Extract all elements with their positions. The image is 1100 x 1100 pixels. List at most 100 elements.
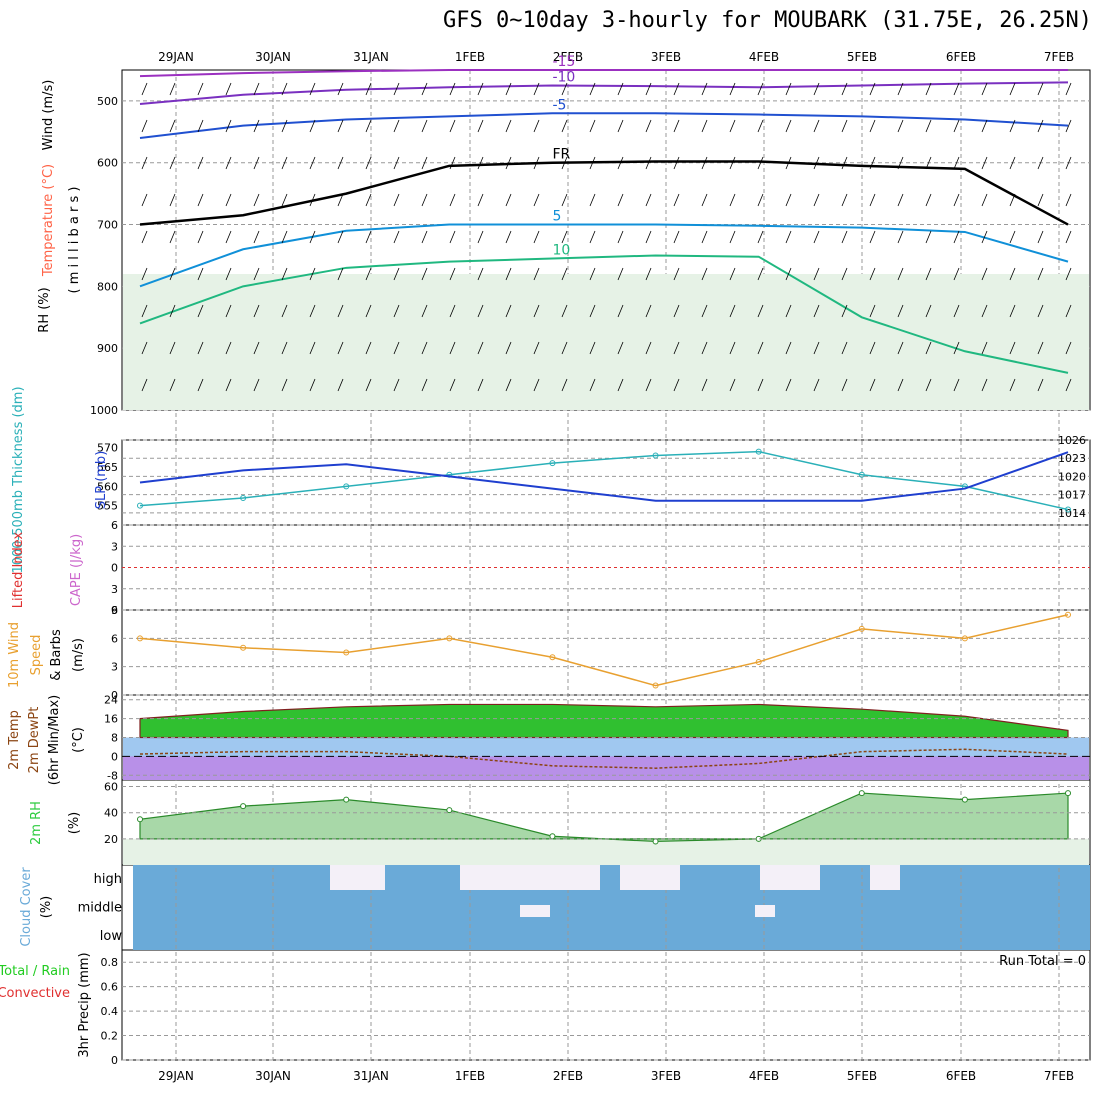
- chart-title: GFS 0~10day 3-hourly for MOUBARK (31.75E…: [442, 8, 1092, 33]
- cloud-block: [760, 865, 820, 890]
- date-label-bottom: 5FEB: [847, 1069, 877, 1083]
- wind-barb: [281, 378, 288, 392]
- wind-barb: [309, 193, 316, 207]
- wind-barb: [477, 304, 484, 318]
- precip-tick-label: 0.6: [101, 981, 119, 994]
- slp-tick-label: 1020: [1058, 470, 1086, 483]
- wind-barb: [925, 156, 932, 170]
- wind-barb: [225, 119, 232, 133]
- wind-barb: [533, 230, 540, 244]
- wind-barb: [449, 267, 456, 281]
- wind-barb: [673, 378, 680, 392]
- wind-barb: [617, 304, 624, 318]
- wind-barb: [365, 119, 372, 133]
- wind-barb: [701, 193, 708, 207]
- rh-shading: [123, 274, 1089, 410]
- wind-barb: [925, 267, 932, 281]
- cloud-cover-fill: [133, 865, 1090, 950]
- wind-barb: [225, 304, 232, 318]
- wind-barb: [281, 156, 288, 170]
- wind-barb: [785, 341, 792, 355]
- wind-barb: [533, 119, 540, 133]
- wind-barb: [505, 341, 512, 355]
- wind-barb: [253, 304, 260, 318]
- date-label-bottom: 31JAN: [353, 1069, 389, 1083]
- wind-barb: [757, 341, 764, 355]
- pressure-tick-label: 500: [97, 95, 118, 108]
- wind-barb: [225, 82, 232, 96]
- rh-point: [446, 807, 453, 814]
- rh-tick-label: 20: [104, 833, 118, 846]
- wind-barb: [897, 341, 904, 355]
- wind-barb: [729, 156, 736, 170]
- wind-barb: [897, 304, 904, 318]
- wind-barb: [841, 267, 848, 281]
- wind-barb: [869, 378, 876, 392]
- wind-barb: [1009, 341, 1016, 355]
- thickness-point: [137, 502, 143, 509]
- wind-barb: [757, 230, 764, 244]
- rh-band-low: [123, 838, 1089, 865]
- wind-barb: [785, 378, 792, 392]
- wind-barb: [757, 193, 764, 207]
- wind-barb: [617, 82, 624, 96]
- wind-barb: [533, 304, 540, 318]
- wind-barb: [813, 156, 820, 170]
- wind-barb: [141, 156, 148, 170]
- wind-barb: [589, 341, 596, 355]
- wind-barb: [393, 193, 400, 207]
- wind-barb: [337, 193, 344, 207]
- wind-barb: [533, 378, 540, 392]
- wind-barb: [701, 304, 708, 318]
- cloud-block: [330, 865, 385, 890]
- rh-tick-label: 60: [104, 781, 118, 794]
- wind-barb: [813, 119, 820, 133]
- wind-speed-point: [549, 654, 556, 661]
- temp-tick-label: 8: [111, 732, 118, 745]
- li-tick-label: 3: [111, 540, 118, 553]
- contour-label: FR: [552, 147, 570, 163]
- rh-tick-label: 40: [104, 807, 118, 820]
- thickness-axis-label: 1000-500mb Thickness (dm): [11, 386, 26, 573]
- wind-barb: [197, 341, 204, 355]
- date-label-bottom: 7FEB: [1044, 1069, 1074, 1083]
- wind-barb: [1009, 267, 1016, 281]
- li-tick-label: 6: [111, 519, 118, 532]
- wind-barb: [421, 156, 428, 170]
- wind-barb: [617, 193, 624, 207]
- wind-barb: [561, 267, 568, 281]
- wind-barb: [785, 156, 792, 170]
- wind-barb: [729, 119, 736, 133]
- wind-barb: [1009, 378, 1016, 392]
- pressure-tick-label: 700: [97, 219, 118, 232]
- wind-barb: [533, 341, 540, 355]
- wind-barb: [925, 193, 932, 207]
- wind-barb: [953, 304, 960, 318]
- wind-barb: [505, 267, 512, 281]
- wind-barb: [841, 378, 848, 392]
- wind-barb: [701, 156, 708, 170]
- wind-barb: [225, 193, 232, 207]
- wind-barb: [253, 119, 260, 133]
- slp-tick-label: 1026: [1058, 434, 1086, 447]
- wind-barb: [393, 304, 400, 318]
- wind-barb: [197, 304, 204, 318]
- wind-barb: [225, 230, 232, 244]
- thickness-point: [1065, 506, 1071, 513]
- wind-barb: [673, 341, 680, 355]
- wind-barb: [337, 82, 344, 96]
- wind-barb: [981, 156, 988, 170]
- cloud-row-label: high: [94, 872, 122, 887]
- wind-barb: [757, 119, 764, 133]
- wind-barb: [925, 82, 932, 96]
- wind-barb: [1009, 304, 1016, 318]
- wind-barb: [981, 267, 988, 281]
- wind-barb: [421, 304, 428, 318]
- rh-point: [1065, 790, 1071, 797]
- wind-barb: [617, 230, 624, 244]
- wind-barb: [1065, 230, 1072, 244]
- wind-barb: [477, 82, 484, 96]
- wind-barb: [981, 378, 988, 392]
- wind-barb: [197, 193, 204, 207]
- wind-barb: [673, 230, 680, 244]
